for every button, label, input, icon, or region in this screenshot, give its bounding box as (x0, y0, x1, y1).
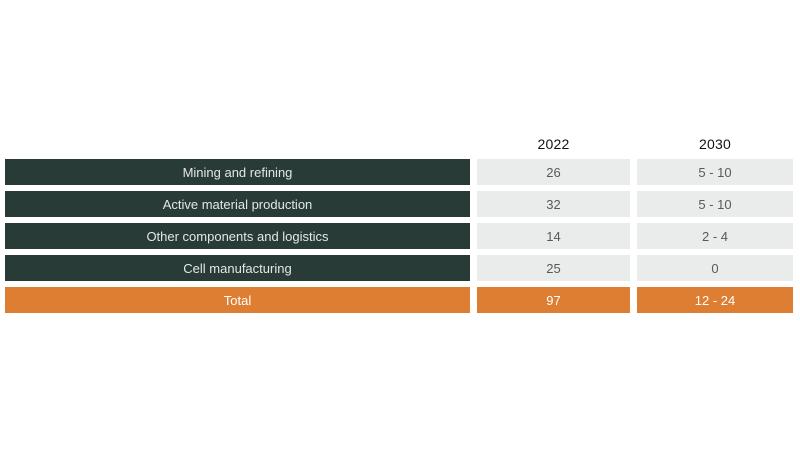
value-2030: 0 (637, 255, 793, 281)
battery-cost-table: 2022 2030 Mining and refining 26 5 - 10 … (5, 136, 793, 313)
table-row-total: Total 97 12 - 24 (5, 287, 793, 313)
total-label: Total (5, 287, 470, 313)
table-header-row: 2022 2030 (5, 136, 793, 152)
header-spacer (5, 136, 470, 152)
value-2022: 26 (477, 159, 630, 185)
row-label: Mining and refining (5, 159, 470, 185)
value-2022: 32 (477, 191, 630, 217)
value-2030: 5 - 10 (637, 159, 793, 185)
value-2022: 14 (477, 223, 630, 249)
total-value-2022: 97 (477, 287, 630, 313)
table-row-cell-manufacturing: Cell manufacturing 25 0 (5, 255, 793, 281)
column-header-2030: 2030 (699, 136, 731, 152)
table-row-active-material: Active material production 32 5 - 10 (5, 191, 793, 217)
value-2030: 2 - 4 (637, 223, 793, 249)
value-2022: 25 (477, 255, 630, 281)
value-2030: 5 - 10 (637, 191, 793, 217)
table-row-mining: Mining and refining 26 5 - 10 (5, 159, 793, 185)
total-value-2030: 12 - 24 (637, 287, 793, 313)
row-label: Cell manufacturing (5, 255, 470, 281)
row-label: Other components and logistics (5, 223, 470, 249)
row-label: Active material production (5, 191, 470, 217)
table-row-other-components: Other components and logistics 14 2 - 4 (5, 223, 793, 249)
column-header-2022: 2022 (537, 136, 570, 152)
